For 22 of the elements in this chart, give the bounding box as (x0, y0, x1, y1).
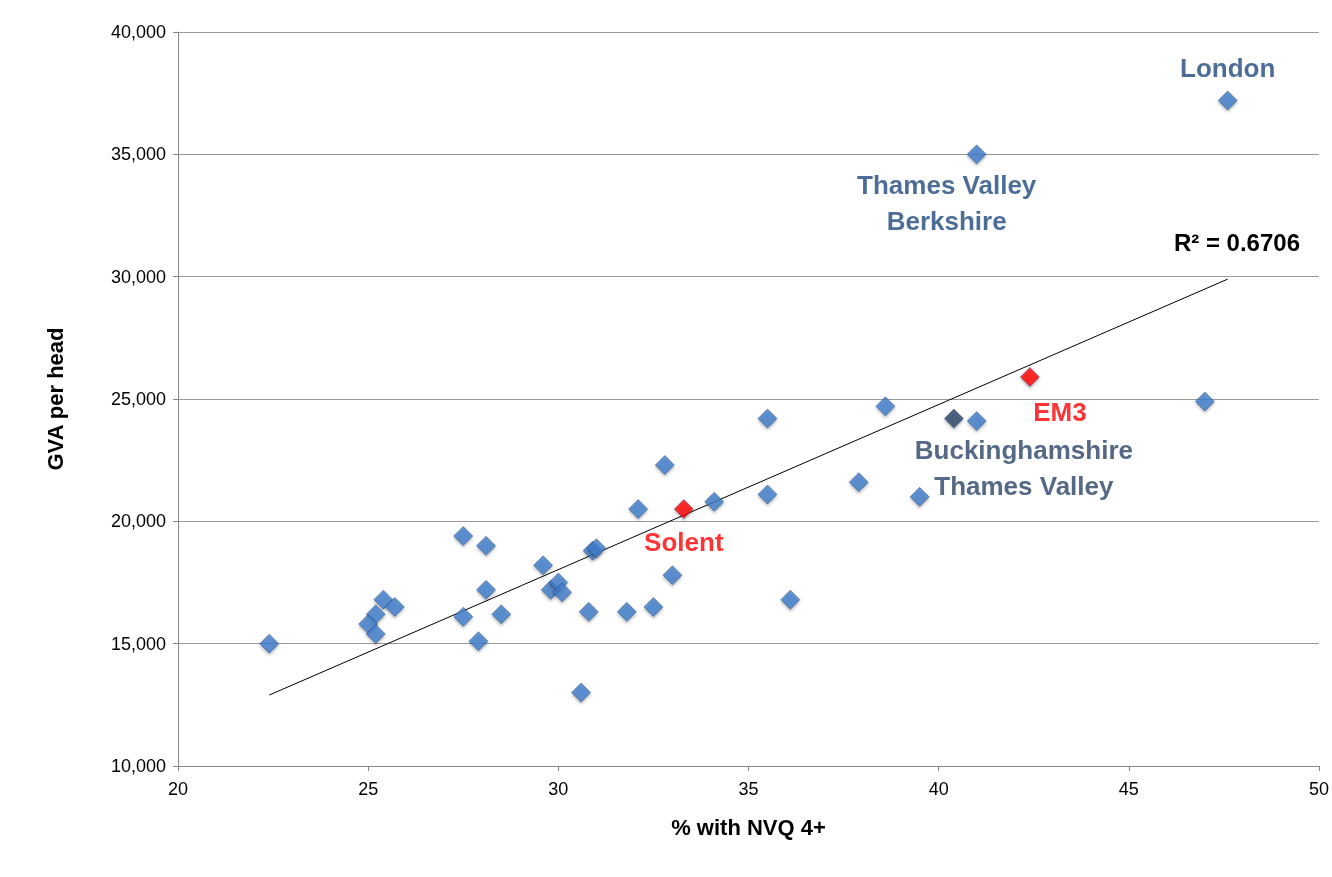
x-tick-label: 20 (167, 779, 189, 799)
x-tick-label: 35 (738, 779, 759, 799)
y-tick-label: 25,000 (110, 389, 166, 409)
x-tick-label: 45 (1118, 779, 1139, 799)
annotation: Thames Valley Berkshire (857, 170, 1037, 237)
x-axis-title: % with NVQ 4+ (671, 814, 826, 840)
y-tick-label: 10,000 (110, 756, 166, 776)
annotation: R² = 0.6706 (1173, 228, 1301, 256)
annotation: Buckinghamshire Thames Valley (914, 434, 1133, 501)
y-tick-label: 20,000 (110, 511, 166, 532)
annotation: EM3 (1033, 396, 1087, 427)
y-tick-label: 15,000 (110, 633, 166, 654)
x-tick-label: 25 (358, 779, 379, 799)
y-tick-label: 40,000 (110, 22, 166, 42)
x-tick-label: 30 (548, 779, 569, 799)
y-tick-label: 30,000 (110, 266, 166, 287)
annotation: London (1180, 52, 1276, 83)
annotation: Solent (644, 527, 724, 558)
y-tick-label: 35,000 (110, 144, 166, 165)
x-tick-label: 40 (928, 779, 949, 799)
y-axis-title: GVA per head (42, 327, 68, 471)
x-tick-label: 50 (1308, 779, 1329, 799)
